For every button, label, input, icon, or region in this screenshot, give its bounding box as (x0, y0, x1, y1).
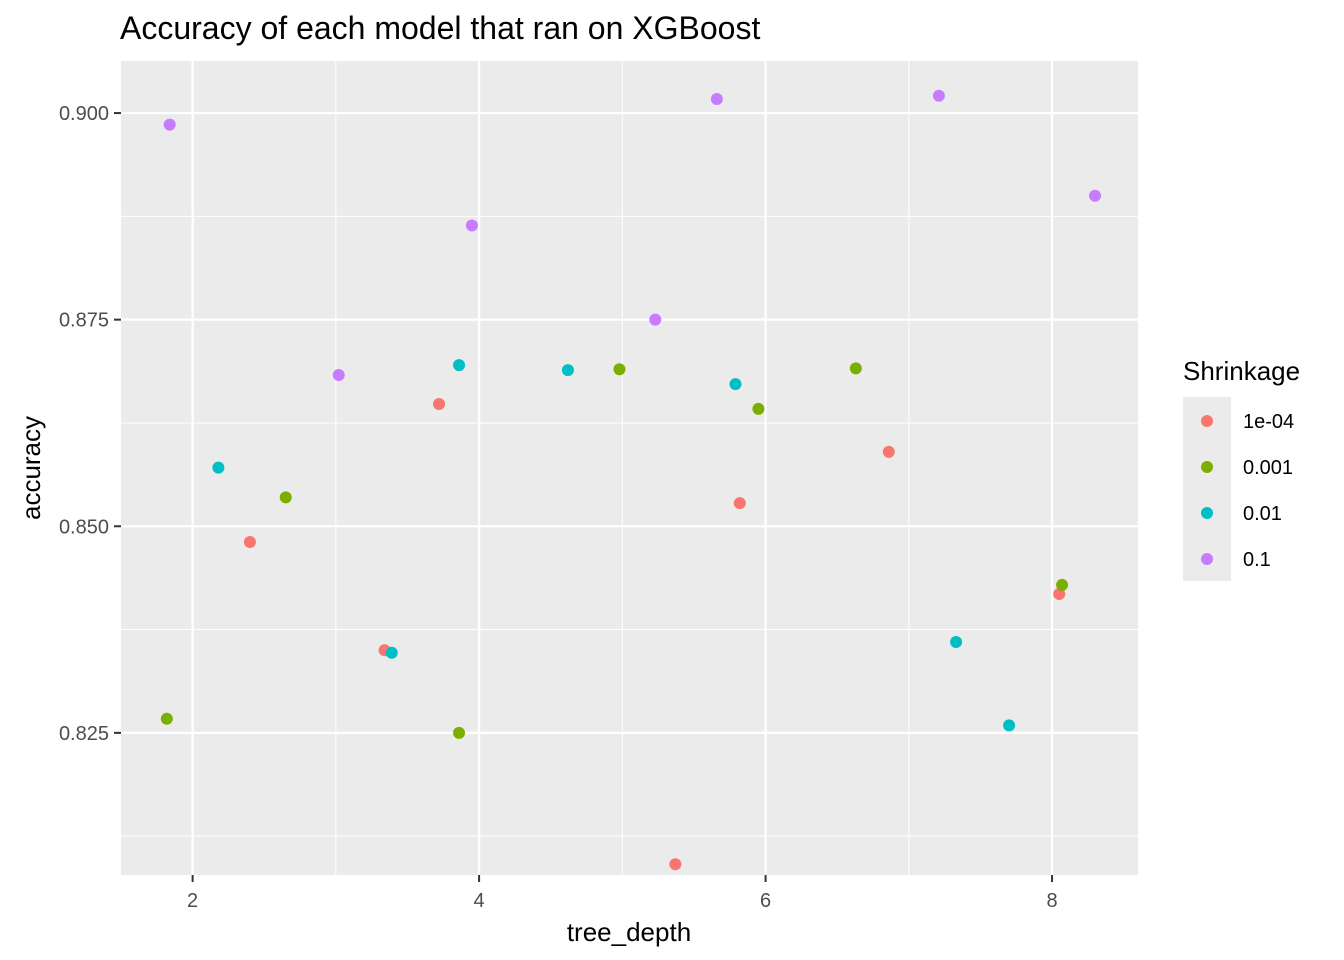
x-axis-title: tree_depth (567, 917, 691, 947)
data-point (710, 93, 723, 106)
legend-label: 1e-04 (1243, 411, 1294, 433)
data-point (882, 445, 895, 458)
data-point (932, 89, 945, 102)
x-tick-label: 4 (474, 890, 485, 912)
grid-minor (121, 61, 1138, 875)
legend-label: 0.01 (1243, 503, 1282, 525)
legend-entries: 1e-04 0.001 0.01 0.1 (1201, 411, 1294, 571)
legend-label: 0.1 (1243, 549, 1271, 571)
chart-title: Accuracy of each model that ran on XGBoo… (120, 10, 760, 46)
data-point (212, 461, 225, 474)
y-tick-label: 0.825 (59, 723, 109, 745)
y-tick-label: 0.850 (59, 516, 109, 538)
y-tick-label: 0.900 (59, 103, 109, 125)
data-point (279, 491, 292, 504)
data-point (649, 313, 662, 326)
legend-key (1201, 415, 1213, 427)
legend-label: 0.001 (1243, 457, 1293, 479)
legend-key (1201, 553, 1213, 565)
data-point (163, 118, 176, 131)
data-point (752, 402, 765, 415)
legend: Shrinkage 1e-04 0.001 0.01 0.1 (1183, 356, 1300, 581)
data-point (385, 646, 398, 659)
x-tick-label: 2 (187, 890, 198, 912)
data-point (1056, 578, 1069, 591)
data-point (432, 397, 445, 410)
data-point (950, 635, 963, 648)
grid-major (121, 61, 1138, 875)
y-axis-title: accuracy (16, 416, 46, 520)
data-point (1089, 189, 1102, 202)
y-tick-label: 0.875 (59, 310, 109, 332)
data-point (1003, 719, 1016, 732)
data-point (613, 363, 626, 376)
x-axis: 2 4 6 8 (187, 875, 1058, 912)
legend-key (1201, 507, 1213, 519)
data-point (561, 364, 574, 377)
legend-key (1201, 461, 1213, 473)
data-point (453, 726, 466, 739)
data-point (453, 359, 466, 372)
data-point (849, 362, 862, 375)
data-point (1053, 588, 1066, 601)
data-point (465, 219, 478, 232)
data-point (332, 369, 345, 382)
x-tick-label: 8 (1046, 890, 1057, 912)
data-point (733, 497, 746, 510)
data-point (669, 858, 682, 871)
data-points (160, 89, 1102, 871)
legend-keys-background (1183, 397, 1231, 581)
legend-title: Shrinkage (1183, 356, 1300, 386)
x-tick-label: 6 (760, 890, 771, 912)
data-point (243, 535, 256, 548)
data-point (729, 378, 742, 391)
data-point (160, 712, 173, 725)
plot-panel (121, 61, 1138, 875)
y-axis: 0.825 0.850 0.875 0.900 (59, 103, 121, 745)
